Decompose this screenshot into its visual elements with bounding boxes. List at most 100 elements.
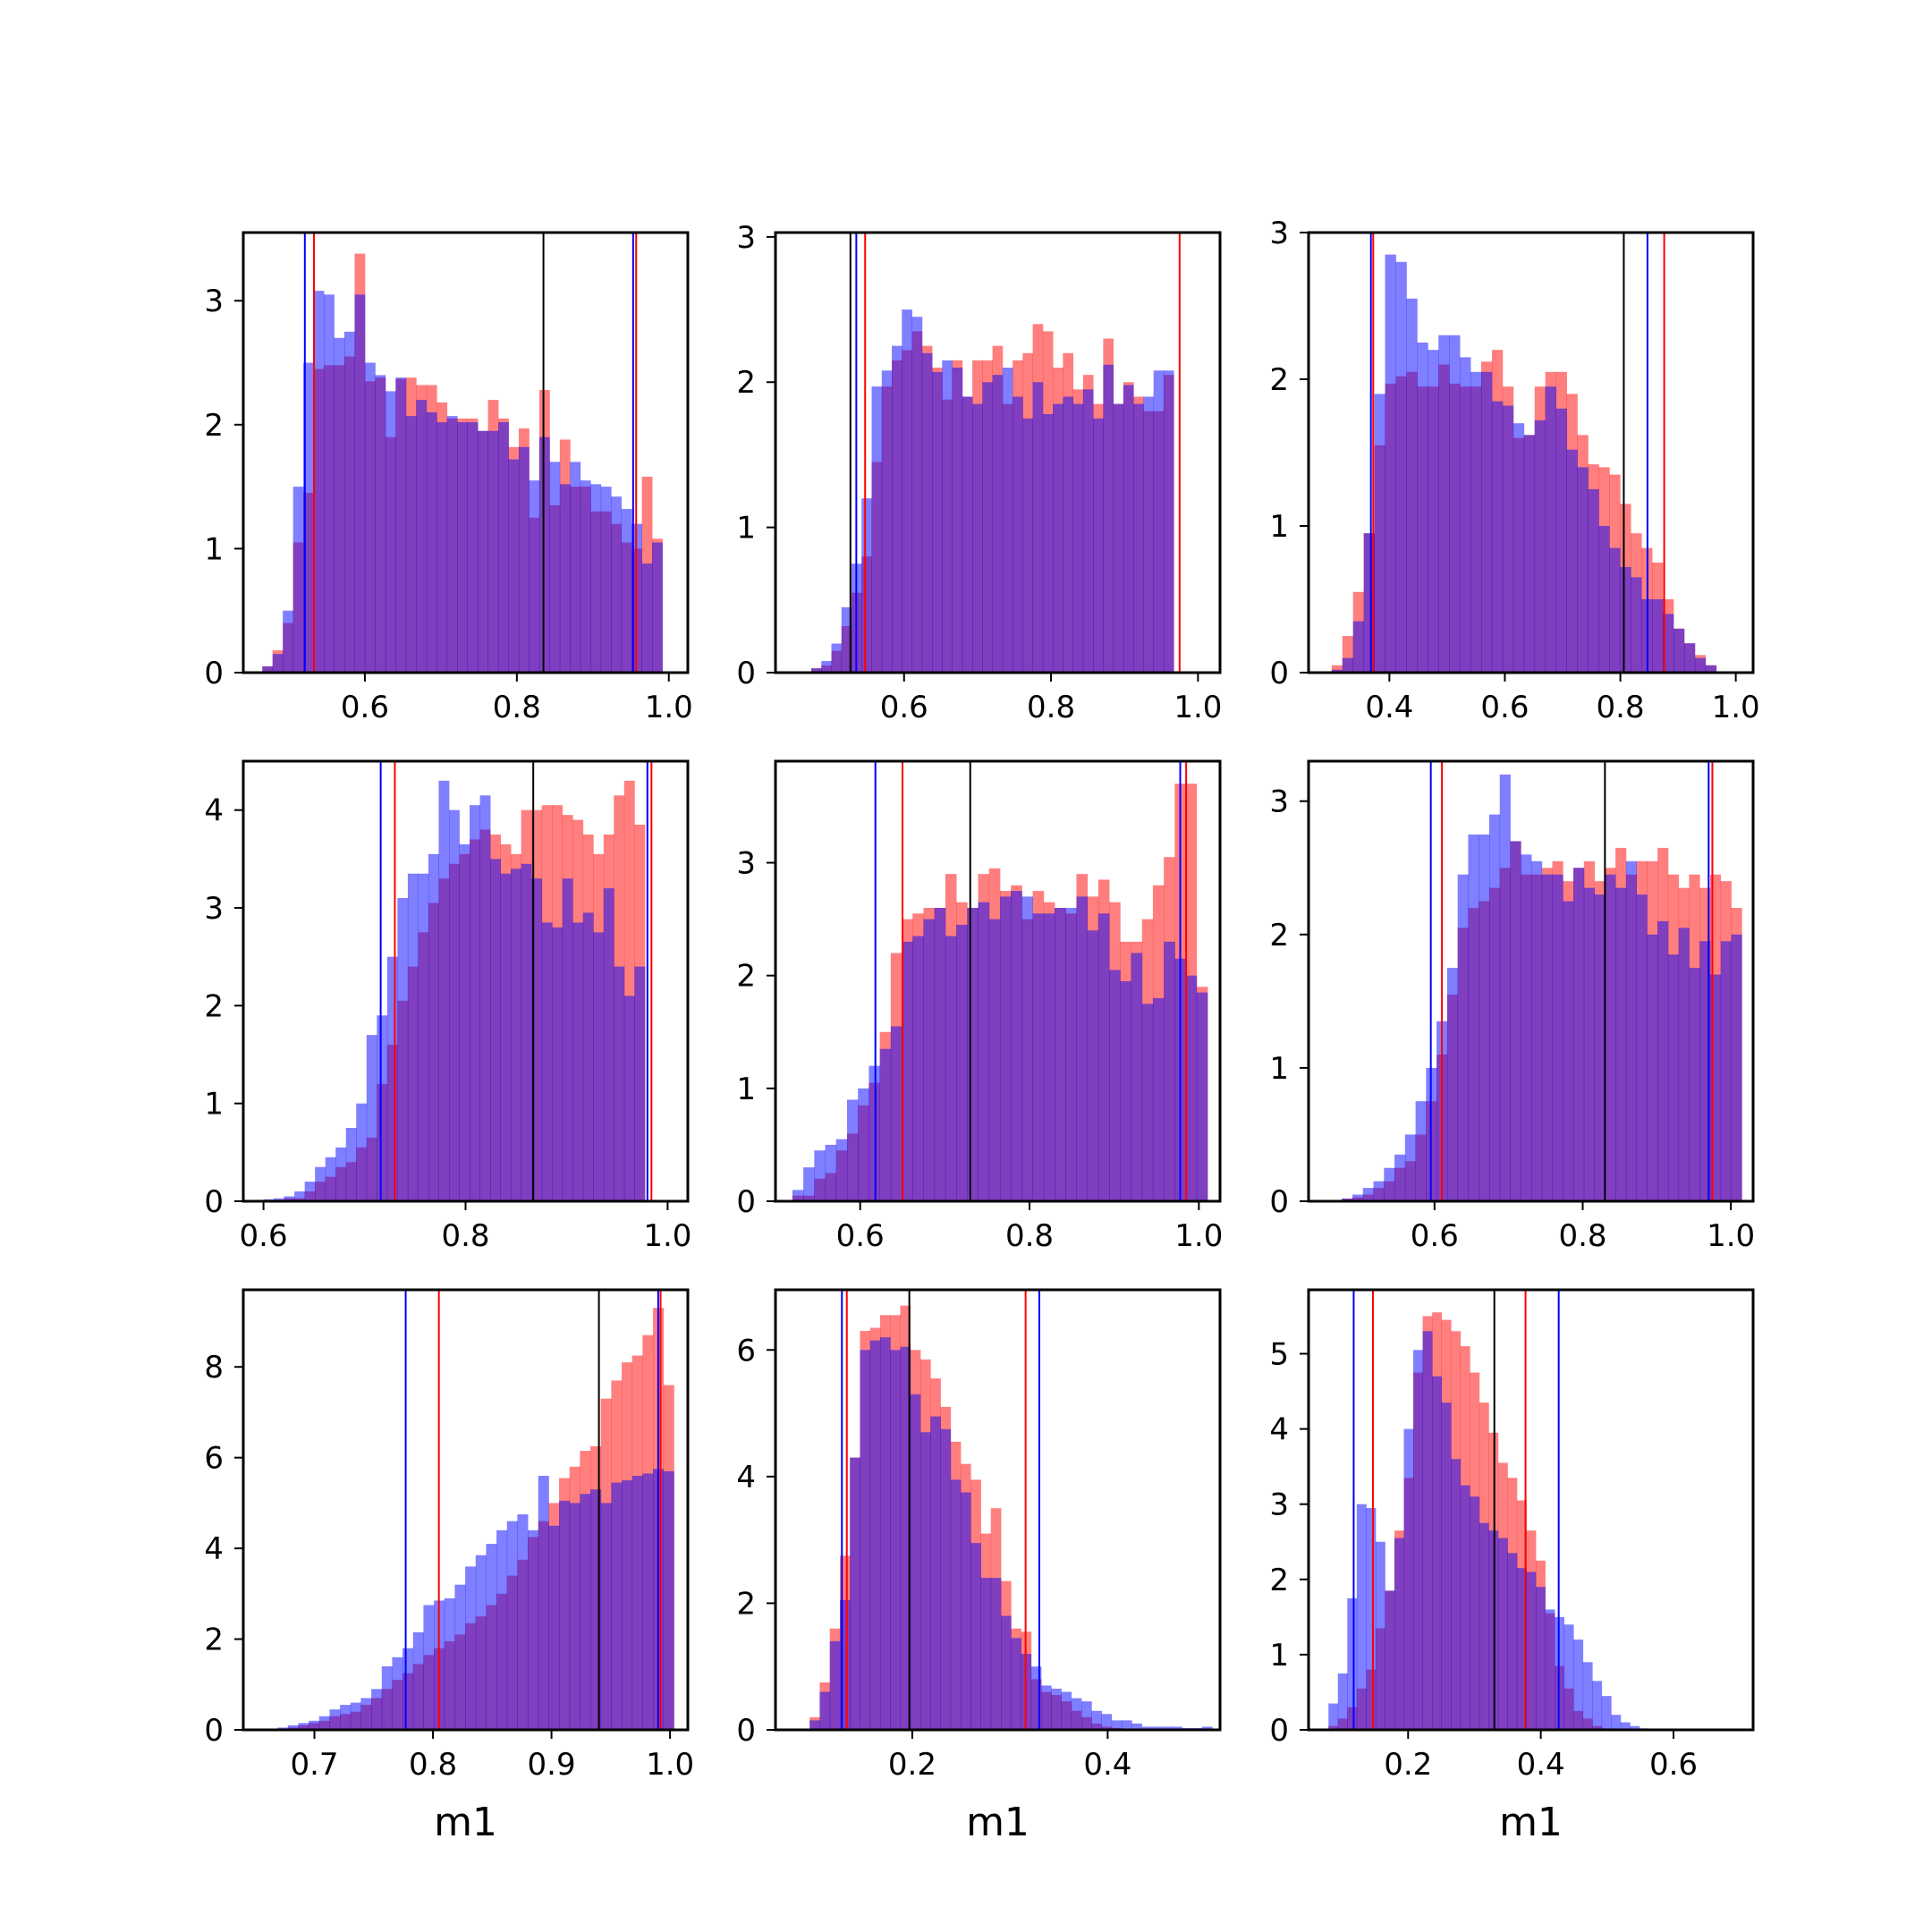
x-tick-label: 0.7 (290, 1747, 338, 1783)
histogram-bar (1172, 1726, 1182, 1730)
histogram-panel-2: 0.6 0.8 1.0 0 1 2 3 (736, 220, 1222, 725)
histogram-bar (459, 843, 470, 1201)
histogram-bar (1552, 874, 1563, 1201)
histogram-bar (1065, 908, 1077, 1201)
y-tick-label: 2 (1269, 1563, 1289, 1598)
histogram-panel-6: 0.6 0.8 1.0 0 1 2 3 (1269, 759, 1755, 1254)
histogram-bar (1526, 1572, 1537, 1730)
histogram-bar (1082, 389, 1094, 673)
histogram-bar (569, 1503, 580, 1730)
axes-frame (1307, 1288, 1755, 1732)
histogram-bar (1615, 887, 1627, 1201)
histogram-bar (912, 936, 924, 1201)
x-tick-label: 0.2 (1384, 1747, 1432, 1783)
histogram-bar (511, 869, 522, 1201)
x-tick-label: 0.8 (493, 690, 541, 725)
histogram-bar (829, 1640, 841, 1730)
x-tick-label: 0.8 (1005, 1218, 1054, 1254)
histogram-bar (846, 1099, 859, 1201)
histogram-bar (992, 375, 1004, 673)
histogram-bar (1032, 913, 1045, 1201)
histogram-bar (487, 430, 499, 673)
histogram-bar (1055, 908, 1066, 1201)
x-tick-label: 0.8 (1597, 690, 1645, 725)
histogram-bar (294, 1191, 306, 1201)
histogram-bar (1488, 814, 1501, 1201)
histogram-bar (1577, 467, 1589, 673)
histogram-bar (1331, 669, 1343, 673)
y-tick-label: 0 (204, 1184, 224, 1220)
histogram-bar (465, 1566, 477, 1730)
histogram-bar (1123, 385, 1134, 673)
y-tick-label: 2 (204, 988, 224, 1024)
histogram-bar (303, 362, 314, 673)
x-tick-label: 0.6 (880, 690, 928, 725)
histogram-panel-9: 0.2 0.4 0.6 0 1 2 3 4 5 m1 (1269, 1288, 1755, 1845)
histogram-bar (814, 1150, 826, 1201)
histogram-bar (1053, 403, 1063, 673)
histogram-bar (531, 878, 543, 1201)
histogram-bar (428, 853, 439, 1201)
y-tick-label: 0 (1269, 1713, 1289, 1749)
histogram-bar (350, 1702, 361, 1730)
histogram-bar (861, 498, 872, 673)
histogram-bar (1404, 1134, 1417, 1201)
y-tick-label: 6 (736, 1333, 756, 1368)
histogram-bar (582, 912, 594, 1201)
histogram-bar (622, 1480, 633, 1730)
histogram-bar (623, 780, 635, 1201)
y-tick-label: 2 (736, 365, 756, 401)
histogram-bar (1143, 396, 1155, 673)
histogram-series-blue (792, 891, 1208, 1201)
histogram-bar (1162, 1726, 1173, 1730)
x-tick-label: 0.4 (1517, 1747, 1565, 1783)
histogram-bar (1076, 896, 1089, 1201)
histogram-bar (623, 996, 635, 1201)
histogram-bar (611, 1482, 623, 1730)
y-tick-label: 1 (204, 1087, 224, 1123)
histogram-panel-5: 0.6 0.8 1.0 0 1 2 3 (736, 759, 1223, 1254)
histogram-bar (304, 1182, 316, 1201)
histogram-bar (1113, 403, 1124, 673)
histogram-bar (879, 1337, 891, 1730)
y-tick-label: 2 (1269, 362, 1289, 398)
plot-area (1342, 761, 1742, 1201)
histogram-bar (324, 294, 335, 673)
histogram-bar (1611, 1715, 1622, 1730)
x-tick-label: 1.0 (645, 690, 693, 725)
histogram-bar (298, 1723, 309, 1730)
x-tick-label: 0.8 (1558, 1218, 1606, 1254)
y-tick-label: 1 (1269, 509, 1289, 545)
histogram-bar (457, 422, 469, 673)
histogram-bar (902, 309, 912, 673)
x-tick-label: 0.6 (341, 690, 389, 725)
plot-area (1331, 233, 1717, 673)
histogram-bar (1516, 1568, 1527, 1730)
histogram-bar (385, 391, 396, 673)
histogram-bar (1103, 364, 1114, 673)
histogram-bar (1101, 1714, 1113, 1730)
histogram-bar (972, 403, 983, 673)
y-tick-label: 3 (1269, 216, 1289, 251)
histogram-bar (980, 1578, 992, 1730)
histogram-bar (1032, 382, 1044, 673)
histogram-bar (283, 610, 294, 673)
histogram-bar (1120, 981, 1131, 1201)
histogram-bar (1109, 970, 1121, 1201)
histogram-bar (538, 436, 550, 673)
histogram-bar (835, 1139, 848, 1201)
histogram-bar (1457, 874, 1469, 1201)
y-tick-label: 0 (204, 656, 224, 691)
x-tick-label: 0.4 (1365, 690, 1413, 725)
histogram-bar (1594, 894, 1606, 1201)
histogram-bar (517, 1514, 529, 1730)
histogram-bar (911, 317, 923, 673)
histogram-bar (1563, 1624, 1574, 1730)
x-axis-label: m1 (434, 1800, 497, 1845)
histogram-bar (486, 1544, 497, 1730)
histogram-bar (1413, 1350, 1423, 1730)
histogram-bar (1417, 343, 1428, 673)
y-tick-label: 3 (1269, 784, 1289, 820)
histogram-bar (1480, 371, 1493, 673)
histogram-panel-8: 0.2 0.4 0 2 4 6 m1 (736, 1288, 1222, 1845)
